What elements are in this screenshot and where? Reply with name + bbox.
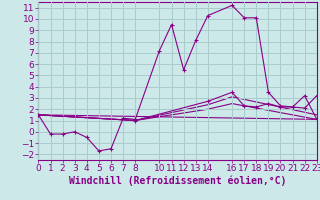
X-axis label: Windchill (Refroidissement éolien,°C): Windchill (Refroidissement éolien,°C) — [69, 176, 286, 186]
